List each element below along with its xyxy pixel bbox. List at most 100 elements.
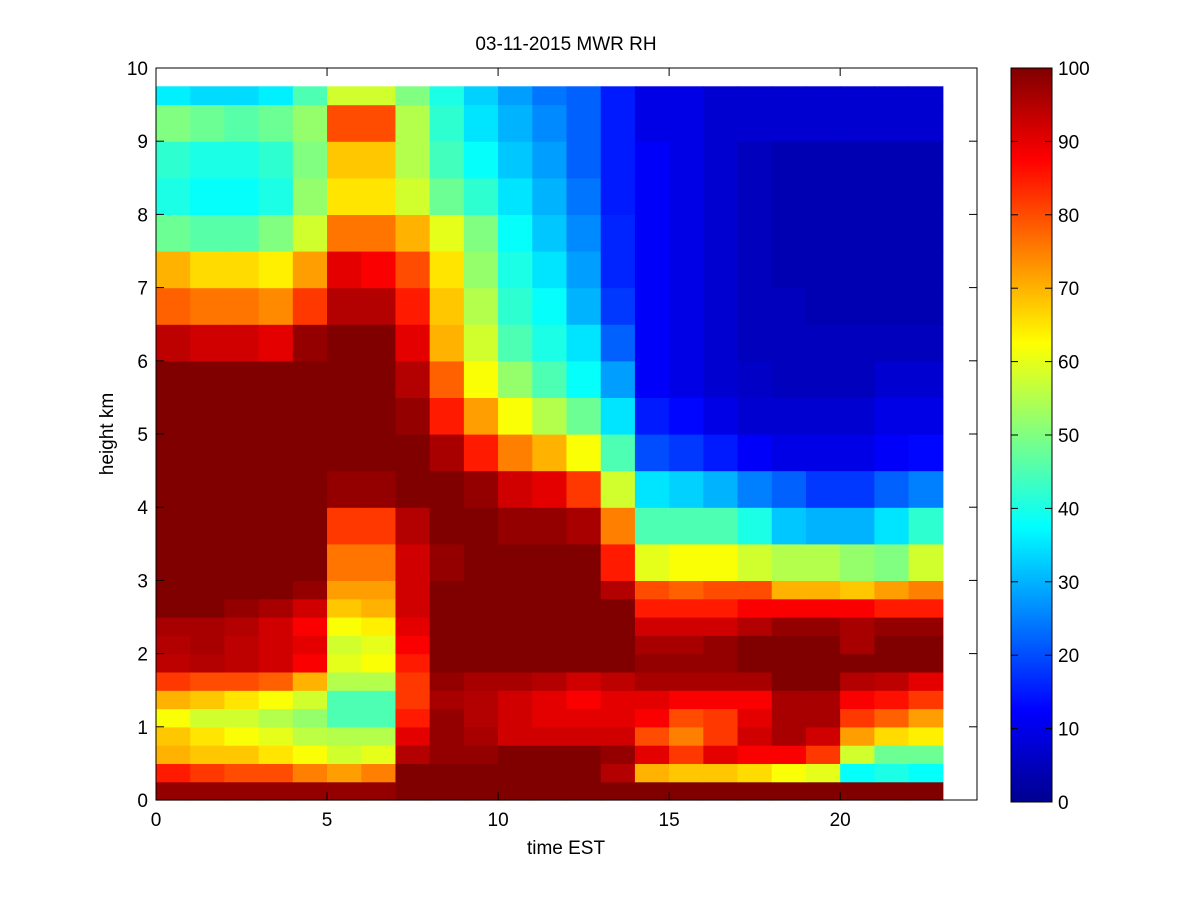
heatmap-cell	[429, 507, 465, 545]
heatmap-cell	[908, 635, 944, 655]
heatmap-cell	[805, 324, 841, 362]
heatmap-cell	[156, 251, 191, 289]
heatmap-cell	[566, 251, 602, 289]
heatmap-cell	[737, 598, 773, 618]
heatmap-cell	[669, 781, 704, 801]
heatmap-cell	[327, 434, 362, 472]
heatmap-cell	[258, 671, 294, 691]
heatmap-cell	[737, 397, 773, 435]
heatmap-cell	[532, 507, 568, 545]
heatmap-cell	[908, 214, 944, 252]
heatmap-cell	[156, 434, 191, 472]
heatmap-cell	[463, 635, 499, 655]
heatmap-cell	[258, 745, 294, 764]
heatmap-cell	[840, 86, 875, 106]
heatmap-cell	[634, 763, 670, 783]
heatmap-cell	[600, 653, 636, 673]
heatmap-cell	[771, 598, 807, 618]
heatmap-cell	[429, 177, 465, 215]
heatmap-cell	[258, 726, 294, 746]
heatmap-cell	[703, 653, 739, 673]
heatmap-cell	[634, 617, 670, 636]
heatmap-cell	[532, 434, 568, 472]
heatmap-cell	[327, 763, 362, 783]
heatmap-cell	[292, 763, 328, 783]
heatmap-cell	[395, 141, 431, 179]
heatmap-cell	[532, 214, 568, 252]
heatmap-cell	[463, 653, 499, 673]
heatmap-cell	[327, 470, 362, 508]
heatmap-cell	[498, 671, 533, 691]
heatmap-cell	[669, 745, 704, 764]
heatmap-cell	[874, 745, 910, 764]
heatmap-cell	[805, 745, 841, 764]
heatmap-cell	[224, 617, 260, 636]
x-tick-label: 20	[830, 810, 851, 831]
heatmap-cell	[258, 214, 294, 252]
heatmap-cell	[463, 434, 499, 472]
heatmap-cell	[737, 690, 773, 710]
heatmap-cell	[771, 434, 807, 472]
heatmap-cell	[395, 745, 431, 764]
heatmap-cell	[771, 141, 807, 179]
heatmap-cell	[292, 360, 328, 398]
heatmap-cell	[532, 708, 568, 728]
heatmap-cell	[190, 324, 226, 362]
heatmap-cell	[840, 543, 875, 581]
heatmap-cell	[532, 690, 568, 710]
heatmap-cell	[156, 86, 191, 106]
heatmap-cell	[532, 141, 568, 179]
heatmap-cell	[429, 434, 465, 472]
heatmap-cell	[224, 251, 260, 289]
heatmap-cell	[566, 598, 602, 618]
heatmap-cell	[600, 86, 636, 106]
heatmap-cell	[361, 360, 397, 398]
y-tick-label: 9	[137, 132, 148, 153]
heatmap-cell	[805, 287, 841, 325]
heatmap-cell	[292, 434, 328, 472]
heatmap-cell	[737, 214, 773, 252]
heatmap-cell	[600, 104, 636, 142]
heatmap-cell	[429, 671, 465, 691]
heatmap-cell	[463, 671, 499, 691]
heatmap-cell	[156, 617, 191, 636]
heatmap-cell	[771, 251, 807, 289]
heatmap-cell	[224, 745, 260, 764]
heatmap-cell	[840, 635, 875, 655]
heatmap-cell	[292, 726, 328, 746]
heatmap-cell	[566, 653, 602, 673]
heatmap-cell	[669, 635, 704, 655]
heatmap-cell	[190, 653, 226, 673]
heatmap-cell	[258, 543, 294, 581]
heatmap-cell	[395, 653, 431, 673]
y-tick-label: 2	[137, 645, 148, 666]
heatmap-cell	[771, 781, 807, 801]
heatmap-cell	[532, 360, 568, 398]
heatmap-cell	[874, 434, 910, 472]
heatmap-cell	[805, 781, 841, 801]
heatmap-cell	[805, 214, 841, 252]
heatmap-cell	[361, 617, 397, 636]
heatmap-cell	[190, 470, 226, 508]
heatmap-cell	[395, 360, 431, 398]
heatmap-cell	[463, 708, 499, 728]
heatmap-cell	[532, 397, 568, 435]
heatmap-cell	[874, 543, 910, 581]
heatmap-cell	[292, 397, 328, 435]
heatmap-cell	[600, 177, 636, 215]
heatmap-cell	[224, 324, 260, 362]
heatmap-cell	[395, 214, 431, 252]
heatmap-cell	[190, 507, 226, 545]
heatmap-cell	[463, 580, 499, 600]
heatmap-cell	[292, 653, 328, 673]
heatmap-cell	[532, 745, 568, 764]
heatmap-cell	[532, 251, 568, 289]
heatmap-cell	[190, 781, 226, 801]
heatmap-cell	[361, 104, 397, 142]
heatmap-cell	[566, 397, 602, 435]
heatmap-cell	[634, 708, 670, 728]
heatmap-cell	[498, 86, 533, 106]
heatmap-cell	[600, 690, 636, 710]
heatmap-cell	[600, 580, 636, 600]
y-tick-label: 3	[137, 571, 148, 592]
